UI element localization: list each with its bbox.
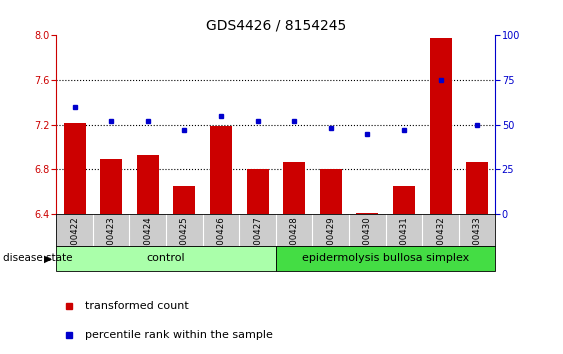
Bar [276, 246, 495, 271]
Text: GSM700426: GSM700426 [217, 217, 225, 269]
Bar [173, 186, 195, 214]
Text: GSM700422: GSM700422 [70, 217, 79, 269]
Bar [320, 170, 342, 214]
Text: GSM700432: GSM700432 [436, 217, 445, 269]
Text: ▶: ▶ [44, 253, 52, 263]
Bar [64, 122, 86, 214]
Text: percentile rank within the sample: percentile rank within the sample [85, 330, 272, 340]
Bar [56, 246, 276, 271]
Title: GDS4426 / 8154245: GDS4426 / 8154245 [205, 19, 346, 33]
Text: GSM700423: GSM700423 [107, 217, 115, 269]
Bar [137, 155, 159, 214]
Text: GSM700431: GSM700431 [400, 217, 408, 269]
Bar [210, 126, 232, 214]
Text: GSM700430: GSM700430 [363, 217, 372, 269]
Bar [430, 38, 452, 214]
Bar [393, 186, 415, 214]
Text: GSM700427: GSM700427 [253, 217, 262, 269]
Text: GSM700433: GSM700433 [473, 217, 481, 269]
Text: GSM700429: GSM700429 [327, 217, 335, 269]
Text: epidermolysis bullosa simplex: epidermolysis bullosa simplex [302, 253, 470, 263]
Text: GSM700428: GSM700428 [290, 217, 298, 269]
Text: transformed count: transformed count [85, 301, 189, 310]
Text: GSM700424: GSM700424 [144, 217, 152, 269]
Bar [356, 213, 378, 214]
Text: disease state: disease state [3, 253, 72, 263]
Bar [100, 159, 122, 214]
Bar [247, 170, 269, 214]
Text: GSM700425: GSM700425 [180, 217, 189, 269]
Bar [283, 162, 305, 214]
Bar [466, 162, 488, 214]
Text: control: control [147, 253, 185, 263]
